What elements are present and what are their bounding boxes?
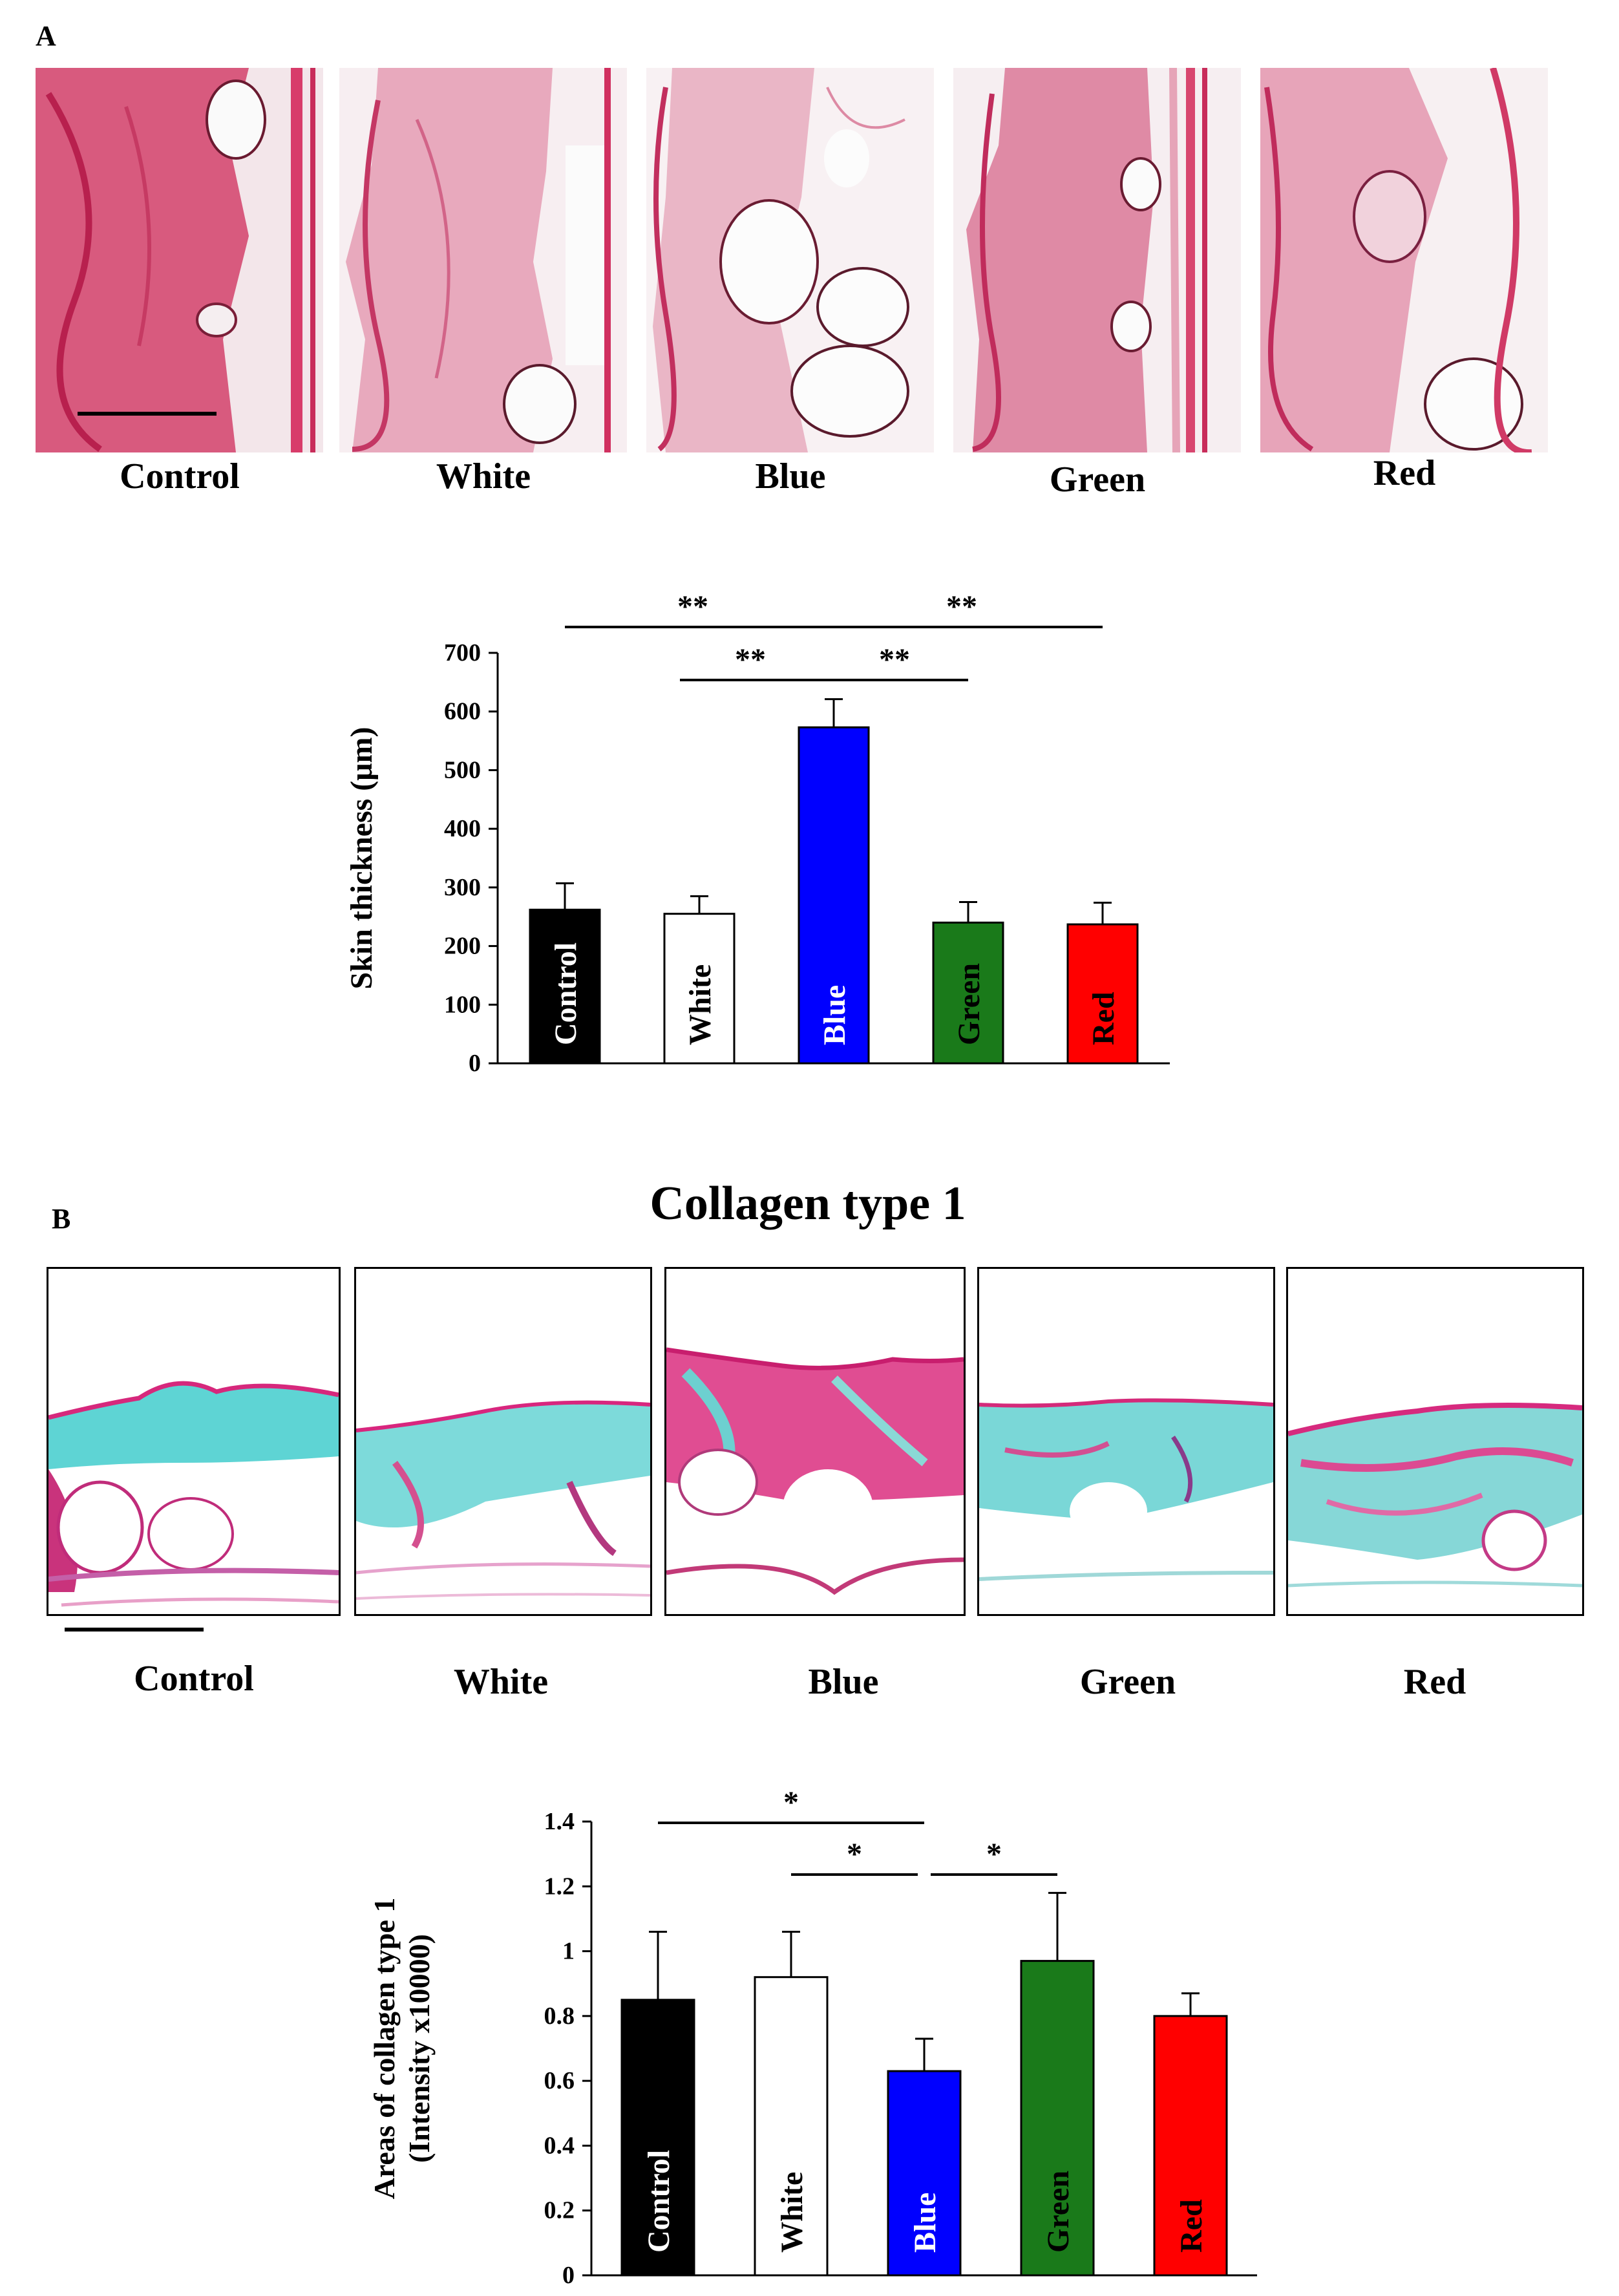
significance-marker: ** [677, 590, 708, 624]
collagen-label-blue: Blue [808, 1662, 879, 1702]
significance-marker: ** [735, 643, 766, 677]
bar-white [663, 913, 735, 1065]
collagen-image-blue [664, 1267, 966, 1616]
collagen-label-white: White [453, 1662, 549, 1702]
significance-marker: * [986, 1837, 1002, 1871]
bar-label-green: Green [1041, 2171, 1075, 2253]
he-label-white: White [436, 456, 531, 496]
bar-label-red: Red [1086, 992, 1121, 1045]
y-tick-label: 500 [444, 756, 481, 783]
he-label-green: Green [1049, 460, 1146, 500]
y-tick-label: 1 [562, 1938, 575, 1965]
bar-red [1066, 923, 1139, 1065]
y-axis-label: Skin thickness (μm) [344, 727, 379, 990]
he-label-blue: Blue [755, 456, 826, 496]
collagen-image-control [47, 1267, 341, 1616]
bar-label-blue: Blue [908, 2193, 942, 2253]
significance-marker: ** [879, 643, 910, 677]
y-tick-label: 0.2 [544, 2197, 575, 2224]
he-image-red [1260, 68, 1548, 452]
bar-white [754, 1976, 829, 2277]
y-tick-label: 0 [469, 1050, 481, 1077]
collagen-image-green [977, 1267, 1275, 1616]
y-tick-label: 1.4 [544, 1808, 575, 1835]
y-axis-label-2: (Intensity x10000) [403, 1934, 436, 2163]
y-tick-label: 1.2 [544, 1873, 575, 1900]
bar-control [620, 1999, 695, 2277]
bar-label-red: Red [1174, 2199, 1209, 2253]
bar-label-white: White [683, 964, 717, 1045]
y-tick-label: 600 [444, 698, 481, 725]
y-axis-label: Areas of collagen type 1 [368, 1898, 401, 2200]
y-tick-label: 0.4 [544, 2132, 575, 2159]
y-tick-label: 300 [444, 874, 481, 901]
bar-blue [887, 2070, 962, 2277]
y-tick-label: 100 [444, 991, 481, 1018]
y-tick-label: 0 [562, 2262, 575, 2289]
scale-bar-b [65, 1628, 204, 1632]
y-tick-label: 0.8 [544, 2003, 575, 2030]
y-tick-label: 700 [444, 639, 481, 666]
collagen-label-control: Control [134, 1659, 254, 1699]
skin-thickness-chart: 0 100 200 300 400 500 600 700 Skin thickness (μm… [344, 590, 1170, 1077]
bar-label-control: Control [642, 2150, 676, 2253]
bar-label-control: Control [549, 942, 583, 1045]
he-image-blue [646, 68, 934, 452]
bar-label-white: White [775, 2172, 809, 2253]
he-image-white [339, 68, 627, 452]
collagen-label-green: Green [1079, 1662, 1176, 1702]
bar-green [932, 921, 1004, 1065]
collagen-image-white [354, 1267, 652, 1616]
bar-label-blue: Blue [818, 985, 852, 1045]
y-tick-label: 200 [444, 933, 481, 960]
collagen-title: Collagen type 1 [650, 1177, 966, 1230]
significance-marker: ** [946, 590, 977, 624]
he-label-control: Control [120, 456, 240, 496]
panel-b-letter: B [52, 1203, 71, 1235]
collagen-image-red [1286, 1267, 1584, 1616]
bar-blue [798, 726, 870, 1065]
panel-a-letter: A [36, 20, 56, 52]
he-label-red: Red [1373, 453, 1436, 493]
he-image-green [953, 68, 1241, 452]
significance-marker: * [847, 1837, 862, 1871]
bar-label-green: Green [952, 963, 986, 1045]
significance-marker: * [783, 1785, 799, 1820]
collagen-area-chart: 0 0.2 0.4 0.6 0.8 1 1.2 1.4 Areas of collagen ty… [368, 1785, 1257, 2289]
collagen-label-red: Red [1403, 1662, 1466, 1702]
y-tick-label: 0.6 [544, 2067, 575, 2094]
bar-control [529, 908, 601, 1065]
he-image-control [36, 68, 323, 452]
y-tick-label: 400 [444, 815, 481, 842]
bar-red [1153, 2015, 1228, 2277]
